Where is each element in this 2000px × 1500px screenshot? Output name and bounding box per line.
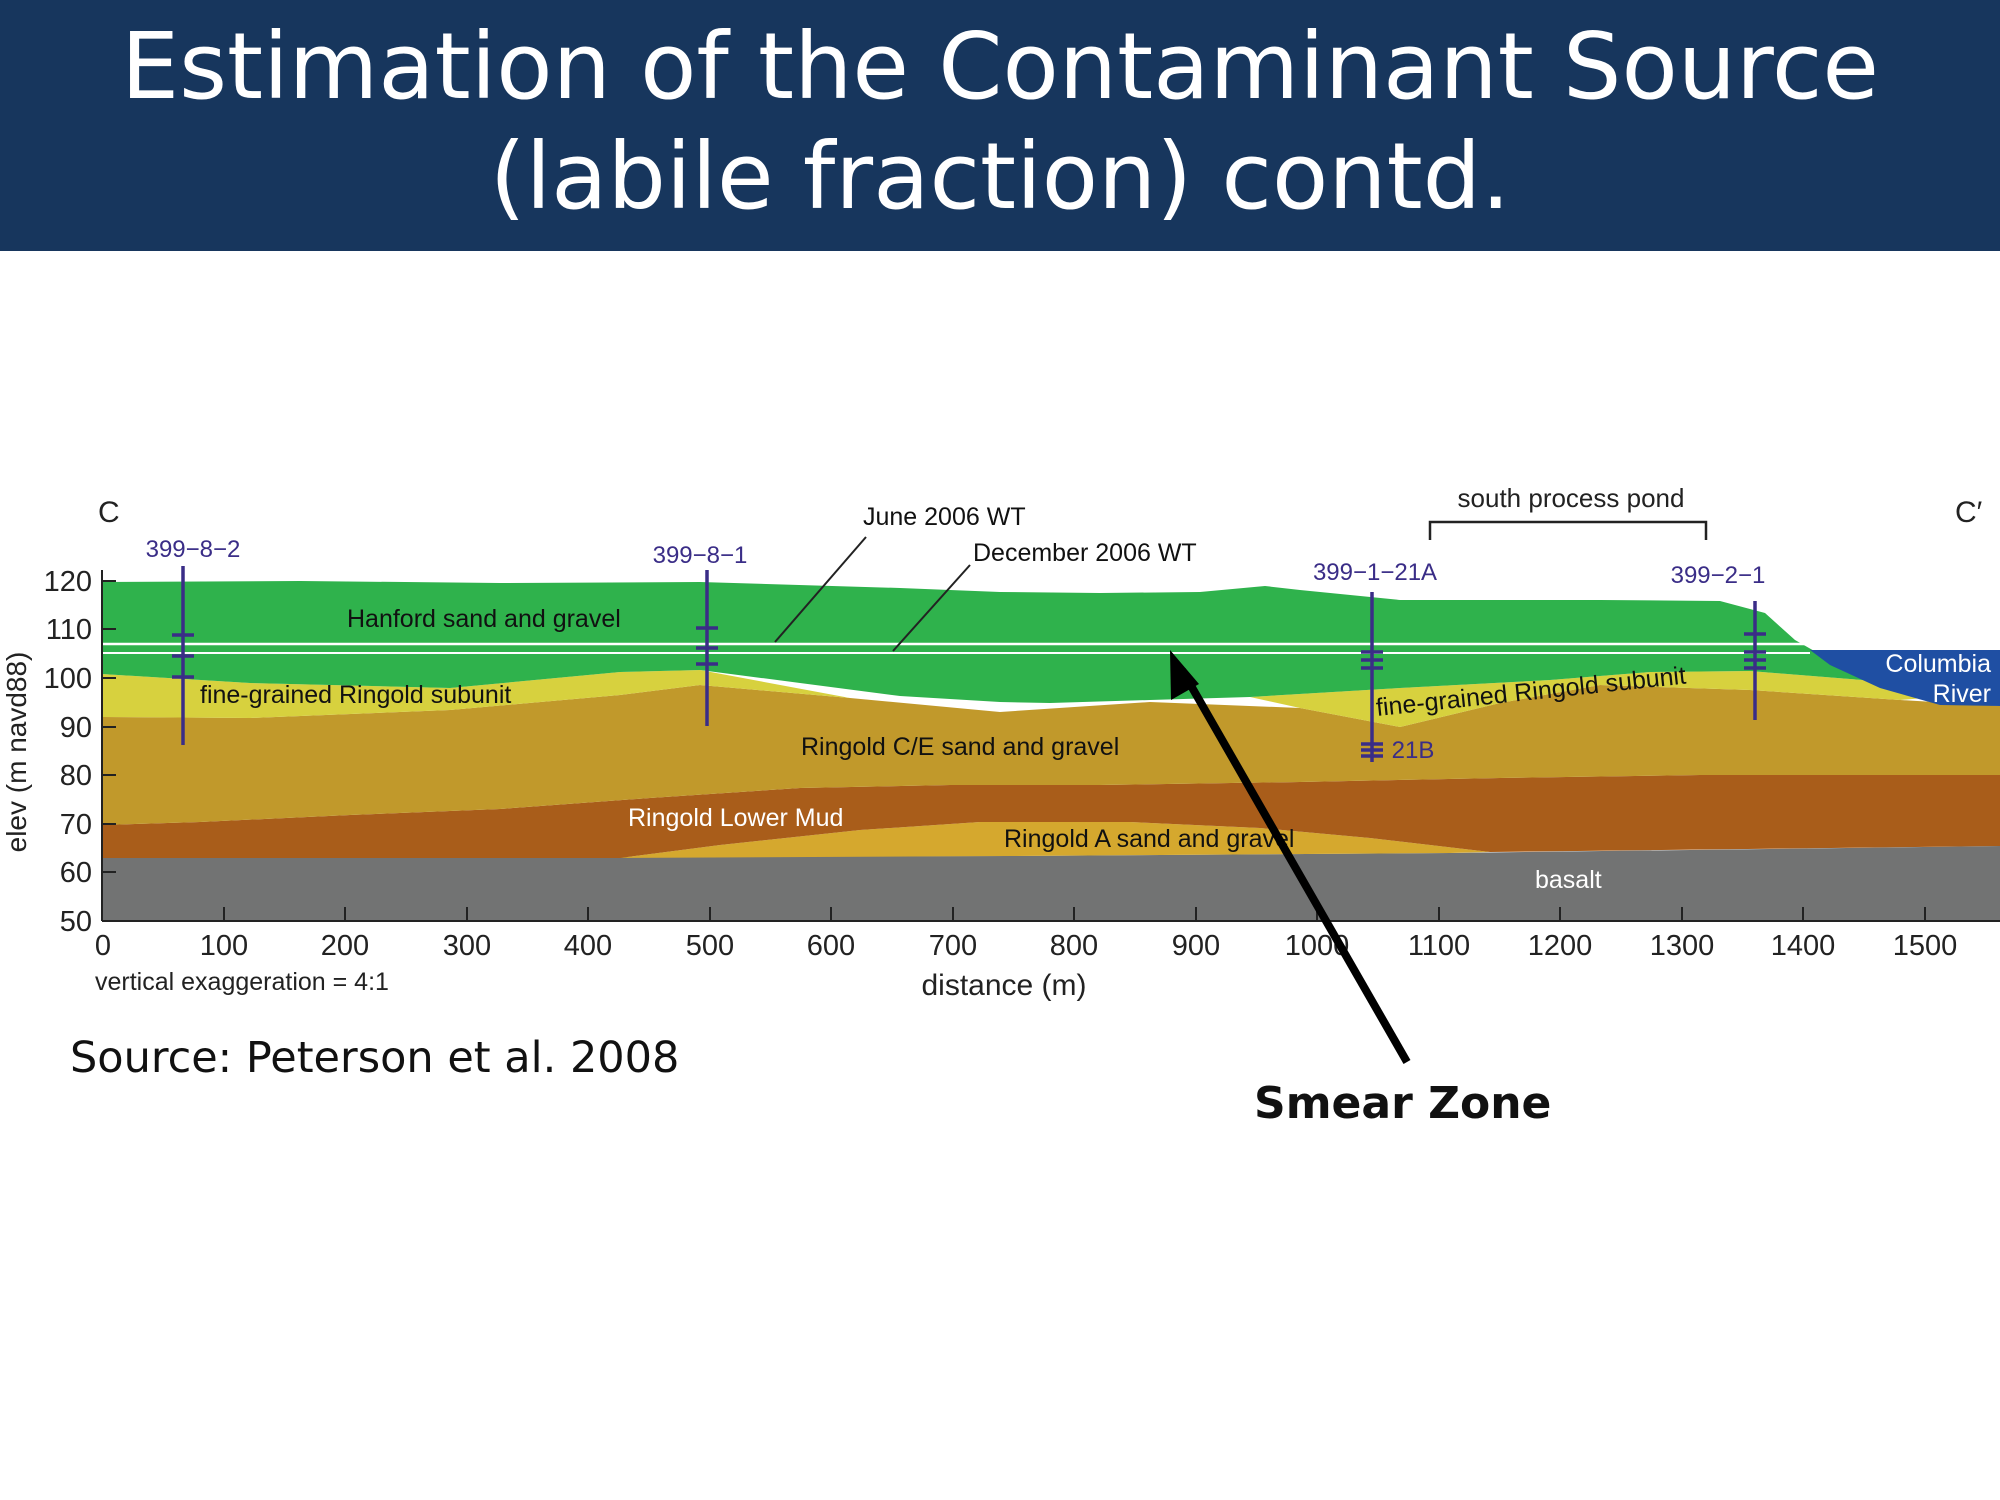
vertical-exaggeration-note: vertical exaggeration = 4:1 xyxy=(95,968,389,996)
ringold-a-label: Ringold A sand and gravel xyxy=(1004,825,1295,853)
y-tick-label: 110 xyxy=(46,614,92,646)
pond-bracket xyxy=(1428,520,1708,540)
y-tick-label: 50 xyxy=(60,906,92,938)
x-tick-label: 1100 xyxy=(1408,930,1470,962)
columbia-river xyxy=(1810,650,2000,706)
ringold-ce-layer xyxy=(102,685,2000,825)
y-tick-label: 60 xyxy=(60,857,92,889)
well-label: 399−2−1 xyxy=(1671,562,1766,589)
well-secondary-label: 21B xyxy=(1392,737,1435,764)
x-tick-label: 600 xyxy=(807,930,855,962)
y-tick-label: 80 xyxy=(60,760,92,792)
pond-label: south process pond xyxy=(1458,483,1685,513)
well-label: 399−8−1 xyxy=(653,542,748,569)
june-wt-label: June 2006 WT xyxy=(863,503,1026,531)
x-tick-label: 100 xyxy=(200,930,248,962)
source-citation: Source: Peterson et al. 2008 xyxy=(70,1033,680,1083)
x-tick-label: 400 xyxy=(564,930,612,962)
fine-grained-left-label: fine-grained Ringold subunit xyxy=(200,681,511,709)
well-399-8-2 xyxy=(172,566,194,745)
lower-mud-label: Ringold Lower Mud xyxy=(628,804,843,832)
x-tick-label: 1400 xyxy=(1771,930,1836,962)
x-axis-title: distance (m) xyxy=(921,969,1086,1002)
title-line-2: (labile fraction) contd. xyxy=(489,123,1511,230)
well-label: 399−1−21A xyxy=(1313,559,1437,586)
x-tick-label: 1500 xyxy=(1893,930,1958,962)
june-wt-leader xyxy=(774,536,867,643)
y-tick-label: 70 xyxy=(60,809,92,841)
y-tick-label: 100 xyxy=(44,663,92,695)
basalt-label: basalt xyxy=(1535,866,1602,894)
section-end-right: C′ xyxy=(1955,496,1983,529)
smear-zone-arrow xyxy=(1178,668,1411,1064)
y-axis xyxy=(101,570,116,921)
december-wt-label: December 2006 WT xyxy=(973,539,1197,567)
hanford-layer xyxy=(102,581,1960,703)
title-line-1: Estimation of the Contaminant Source xyxy=(120,13,1880,120)
x-tick-label: 0 xyxy=(95,930,111,962)
lower-mud-layer xyxy=(102,775,2000,858)
y-tick-label: 120 xyxy=(44,566,92,598)
section-end-left: C xyxy=(98,496,120,529)
x-tick-label: 300 xyxy=(443,930,491,962)
hanford-label: Hanford sand and gravel xyxy=(347,605,621,633)
well-label: 399−8−2 xyxy=(146,536,241,563)
well-399-1-21A xyxy=(1361,592,1383,762)
x-tick-label: 1300 xyxy=(1650,930,1715,962)
slide-title: Estimation of the Contaminant Source (la… xyxy=(0,12,2000,232)
river-label-line-2: River xyxy=(1933,680,1991,708)
river-label-line-1: Columbia xyxy=(1885,650,1991,678)
x-tick-label: 500 xyxy=(686,930,734,962)
x-tick-label: 1200 xyxy=(1528,930,1593,962)
well-399-8-1 xyxy=(696,570,718,726)
x-tick-label: 200 xyxy=(321,930,369,962)
well-399-2-1 xyxy=(1744,601,1766,720)
x-tick-label: 900 xyxy=(1172,930,1220,962)
december-wt-leader xyxy=(892,564,971,652)
title-banner xyxy=(0,0,2000,251)
y-axis-title: elev (m navd88) xyxy=(1,652,32,853)
smear-zone-arrowhead xyxy=(1170,650,1199,700)
smear-zone-label: Smear Zone xyxy=(1254,1078,1552,1129)
ringold-ce-label: Ringold C/E sand and gravel xyxy=(801,733,1119,761)
basalt-layer xyxy=(102,846,2000,921)
y-tick-label: 90 xyxy=(60,712,92,744)
fine-grained-ringold-right xyxy=(1250,671,1960,727)
x-axis xyxy=(102,907,2000,922)
x-tick-label: 800 xyxy=(1050,930,1098,962)
x-tick-label: 700 xyxy=(929,930,977,962)
fine-grained-ringold-left xyxy=(102,670,850,718)
